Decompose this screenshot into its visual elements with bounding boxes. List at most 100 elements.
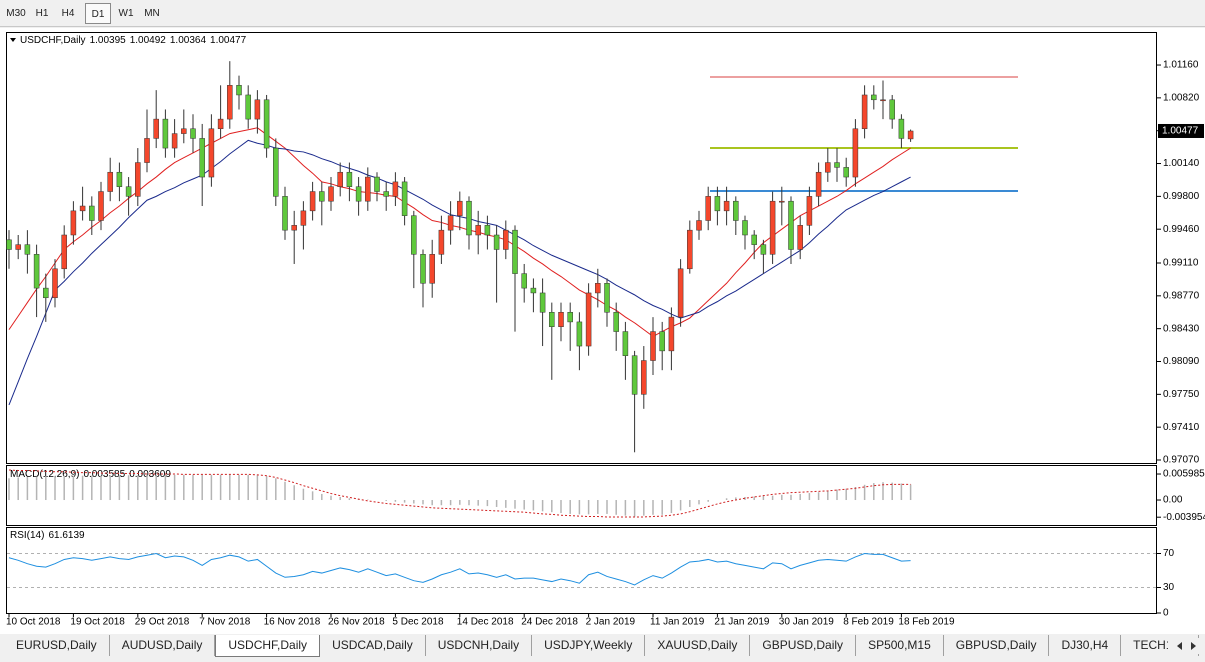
timeframe-button[interactable]: W1 [118,7,134,19]
candle-body [70,210,77,236]
candle-body [769,200,776,255]
ohlc-low: 1.00364 [170,35,207,46]
x-tick-label: 16 Nov 2018 [264,617,321,628]
candle-body [898,118,905,139]
timeframe-button[interactable]: H1 [35,7,49,19]
candle-body [309,191,316,212]
candle-body [834,162,840,168]
candle-body [852,128,859,178]
candle-body [107,171,113,192]
chart-tab[interactable]: AUDUSD,Daily [110,635,216,656]
rsi-panel [6,527,1157,614]
chart-tab[interactable]: USDJPY,Weekly [532,635,646,656]
x-tick-label: 8 Feb 2019 [843,617,894,628]
chart-tab[interactable]: USDCNH,Daily [426,635,533,656]
candle-body [512,229,518,274]
rsi-title: RSI(14) [10,530,44,541]
candle-body [714,196,721,212]
candle-body [171,133,178,149]
candle-body [806,196,813,226]
scroll-right[interactable] [1191,642,1196,650]
candle-body [43,287,49,299]
candle-body [622,331,629,356]
chart-tab[interactable]: XAUUSD,Daily [645,635,751,656]
candle-body [144,138,150,163]
chart-tab[interactable]: USDCHF,Daily [215,635,321,657]
candle-body [6,239,12,250]
tab-scroll[interactable] [1168,638,1205,654]
candle-body [457,200,463,216]
candle-body [567,312,573,323]
timeframe-button[interactable]: MN [144,7,160,19]
timeframe-button[interactable]: M30 [6,7,26,19]
candle-body [576,321,583,347]
chart-tab[interactable]: EURUSD,Daily [4,635,110,656]
scroll-left[interactable] [1177,642,1182,650]
chart-tab[interactable]: GBPUSD,Daily [750,635,857,656]
y-tick-label: 0.99110 [1163,258,1199,269]
y-tick-label: 1.00140 [1163,158,1200,169]
y-tick-label: -0.003954 [1163,512,1205,523]
timeframe-toolbar: M30 H1 H4 D1 W1 MN [0,0,1205,27]
y-tick-label: 0.97070 [1163,455,1200,466]
rsi-value: 61.6139 [48,530,85,541]
rsi-line [8,552,911,586]
macd-title: MACD(12,26,9) [10,469,79,480]
x-tick-label: 7 Nov 2018 [199,617,251,628]
candle-body [383,191,389,197]
x-tick-label: 18 Feb 2019 [898,617,955,628]
candle-body [503,229,509,250]
timeframe-button[interactable]: H4 [61,7,75,19]
candle-body [871,94,877,101]
ohlc-close: 1.00477 [210,35,247,46]
y-tick-label: 0.98430 [1163,323,1200,334]
y-tick-label: 0.99800 [1163,191,1200,202]
chart-tab[interactable]: DJ30,H4 [1049,635,1122,656]
y-tick-label: 0.97410 [1163,422,1200,433]
candle-body [208,128,215,178]
candle-body [880,99,886,102]
candle-body [328,186,334,202]
candle-body [677,268,684,318]
candle-body [475,225,481,236]
candle-body [613,312,619,332]
candle-body [447,215,454,231]
candle-body [254,99,261,120]
candle-body [549,312,555,327]
x-tick-label: 21 Jan 2019 [714,617,769,628]
candle-body [420,254,426,284]
y-tick-label: 0.005985 [1163,469,1205,480]
candle-body [125,186,132,197]
candle-body [15,244,21,250]
timeframe-button[interactable]: D1 [85,2,111,24]
candle-body [135,162,141,197]
candle-body [438,229,445,255]
current-price-box [1158,123,1204,138]
candle-body [89,205,95,221]
current-price: 1.00477 [1162,126,1199,137]
y-tick-label: 70 [1163,548,1175,559]
y-tick-label: 0.98770 [1163,290,1200,301]
candle-body [300,210,307,226]
candle-body [631,355,638,395]
x-tick-label: 10 Oct 2018 [6,617,61,628]
chart-tab[interactable]: USDCAD,Daily [320,635,426,656]
candle-body [595,283,601,294]
ohlc-open: 1.00395 [90,35,127,46]
candle-body [760,244,767,255]
x-tick-label: 2 Jan 2019 [586,617,636,628]
candle-body [337,171,343,187]
candle-body [153,118,159,139]
candle-body [788,200,794,250]
chart-tab[interactable]: GBPUSD,Daily [944,635,1050,656]
candle-body [650,331,656,361]
chart-tab[interactable]: SP500,M15 [856,635,944,656]
candle-body [98,191,104,221]
candle-body [282,196,288,231]
candle-body [668,316,675,352]
candle-body [291,225,297,231]
candle-body [181,128,187,134]
x-tick-label: 5 Dec 2018 [392,617,444,628]
candle-body [585,292,592,347]
y-tick-label: 0 [1163,608,1169,619]
